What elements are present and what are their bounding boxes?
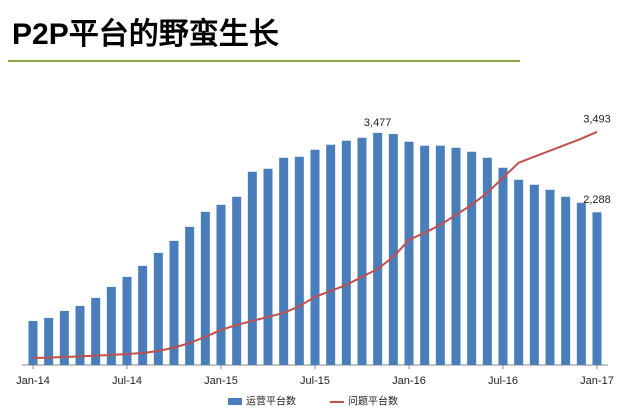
bar — [529, 184, 539, 365]
bar — [326, 144, 336, 365]
legend-label: 运营平台数 — [246, 395, 296, 408]
x-tick-label: Jan-14 — [16, 375, 50, 387]
bar — [59, 310, 69, 365]
bar — [247, 171, 257, 365]
legend-label: 问题平台数 — [348, 395, 398, 408]
bar — [185, 226, 195, 365]
chart-title: P2P平台的野蛮生长 — [12, 17, 279, 51]
bar — [138, 265, 148, 365]
x-tick-label: Jul-15 — [300, 375, 330, 387]
bar — [75, 305, 85, 365]
bar — [545, 189, 555, 365]
bar — [106, 286, 116, 365]
x-tick-label: Jan-15 — [204, 375, 238, 387]
bar — [310, 149, 320, 365]
x-tick-label: Jan-17 — [580, 375, 614, 387]
bar — [420, 145, 430, 365]
bar — [388, 134, 398, 365]
data-label: 2,288 — [583, 194, 611, 206]
bar — [169, 240, 179, 365]
bar — [561, 196, 571, 365]
bar — [514, 179, 524, 365]
bar — [467, 151, 477, 365]
bar — [435, 145, 445, 365]
data-label: 3,477 — [364, 117, 392, 129]
bar — [373, 132, 383, 365]
bar — [200, 211, 210, 365]
data-label: 3,493 — [583, 114, 611, 126]
bar — [592, 212, 602, 365]
bar — [357, 137, 367, 365]
bar — [44, 317, 54, 365]
bar — [279, 157, 289, 365]
legend-swatch — [228, 398, 242, 405]
bar — [91, 297, 101, 365]
bar — [404, 141, 414, 365]
bar — [122, 276, 132, 365]
bar — [216, 204, 226, 365]
bar — [451, 147, 461, 365]
bar — [482, 157, 492, 365]
bar — [498, 167, 508, 365]
bar — [263, 168, 273, 365]
x-tick-label: Jul-16 — [488, 375, 518, 387]
bar — [341, 140, 351, 365]
bar — [294, 156, 304, 365]
bar — [28, 320, 38, 365]
bar — [232, 196, 242, 365]
bar — [153, 252, 163, 365]
x-tick-label: Jul-14 — [112, 375, 142, 387]
bar — [576, 202, 586, 365]
line — [32, 130, 598, 359]
x-tick-label: Jan-16 — [392, 375, 426, 387]
